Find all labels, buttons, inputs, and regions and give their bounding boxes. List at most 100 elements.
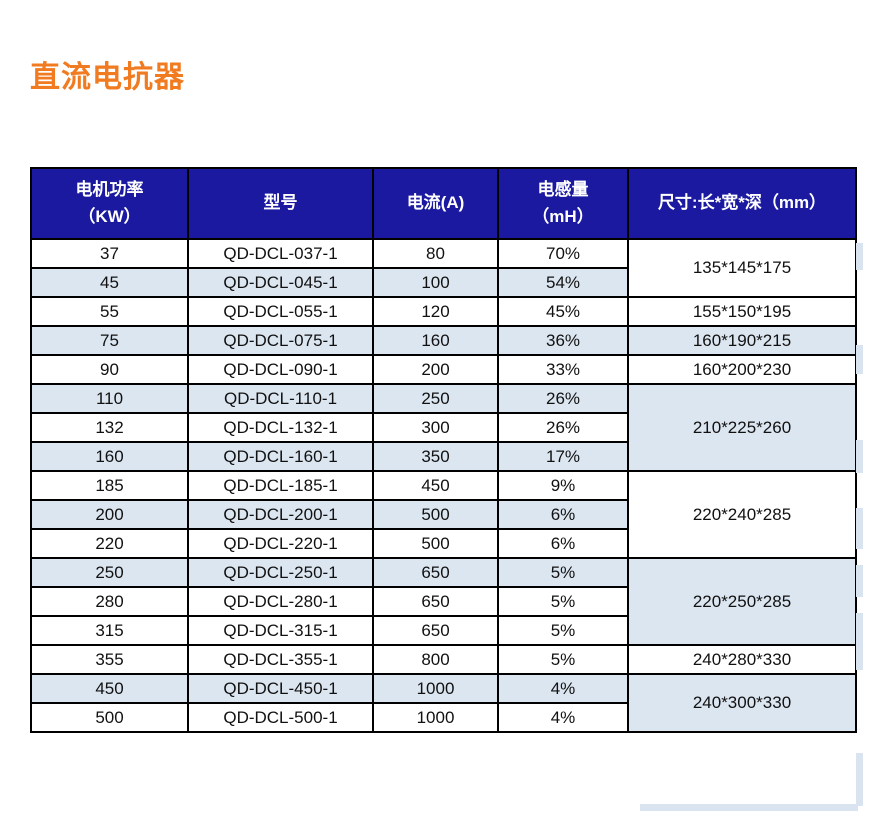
current-cell: 500 <box>372 528 499 559</box>
inductance-cell: 4% <box>497 702 629 733</box>
current-cell: 450 <box>372 470 499 501</box>
current-cell: 120 <box>372 296 499 327</box>
dimension-cell: 155*150*195 <box>627 296 857 327</box>
inductance-cell: 33% <box>497 354 629 385</box>
model-cell: QD-DCL-200-1 <box>187 499 374 530</box>
table-row: 315 QD-DCL-315-1 650 5% <box>30 615 856 646</box>
power-cell: 90 <box>30 354 189 385</box>
col-header-power-line1: 电机功率 <box>75 180 144 200</box>
model-cell: QD-DCL-220-1 <box>187 528 374 559</box>
model-cell: QD-DCL-055-1 <box>187 296 374 327</box>
dimension-cell: 220*250*285 <box>627 557 857 646</box>
power-cell: 315 <box>30 615 189 646</box>
current-cell: 1000 <box>372 702 499 733</box>
model-cell: QD-DCL-132-1 <box>187 412 374 443</box>
table-row: 200 QD-DCL-200-1 500 6% <box>30 499 856 530</box>
power-cell: 110 <box>30 383 189 414</box>
dimension-cell: 135*145*175 <box>627 238 857 298</box>
spec-table-wrap: 电机功率 （KW） 型号 电流(A) 电感量 （mH） 尺寸:长*宽*深（mm） <box>30 167 878 811</box>
model-cell: QD-DCL-185-1 <box>187 470 374 501</box>
current-cell: 100 <box>372 267 499 298</box>
current-cell: 650 <box>372 557 499 588</box>
col-header-model-line1: 型号 <box>263 193 298 213</box>
current-cell: 650 <box>372 615 499 646</box>
model-cell: QD-DCL-450-1 <box>187 673 374 704</box>
shadow-segment <box>640 804 858 811</box>
dimension-cell: 220*240*285 <box>627 470 857 559</box>
table-row: 90 QD-DCL-090-1 200 33% 160*200*230 <box>30 354 857 385</box>
current-cell: 300 <box>372 412 499 443</box>
shadow-segment <box>856 508 863 549</box>
table-row: 450 QD-DCL-450-1 1000 4% 240*300*330 <box>30 673 857 733</box>
power-cell: 45 <box>30 267 189 298</box>
power-cell: 450 <box>30 673 189 704</box>
shadow-segment <box>856 345 863 374</box>
model-cell: QD-DCL-160-1 <box>187 441 374 472</box>
inductance-cell: 26% <box>497 412 629 443</box>
table-row: 132 QD-DCL-132-1 300 26% <box>30 412 856 443</box>
dimension-cell: 160*190*215 <box>627 325 857 356</box>
col-header-current: 电流(A) <box>372 167 499 240</box>
current-cell: 800 <box>372 644 499 675</box>
table-row: 280 QD-DCL-280-1 650 5% <box>30 586 856 617</box>
model-cell: QD-DCL-045-1 <box>187 267 374 298</box>
shadow-segment <box>856 565 863 597</box>
dimension-cell: 160*200*230 <box>627 354 857 385</box>
table-row: 160 QD-DCL-160-1 350 17% <box>30 441 856 472</box>
col-header-inductance-line2: （mH） <box>532 206 594 226</box>
dimension-cell: 240*300*330 <box>627 673 857 733</box>
inductance-cell: 9% <box>497 470 629 501</box>
power-cell: 500 <box>30 702 189 733</box>
table-row: 55 QD-DCL-055-1 120 45% 155*150*195 <box>30 296 857 327</box>
page-title: 直流电抗器 <box>30 61 185 94</box>
power-cell: 37 <box>30 238 189 269</box>
table-row: 110 QD-DCL-110-1 250 26% 210*225*260 <box>30 383 857 472</box>
power-cell: 185 <box>30 470 189 501</box>
power-cell: 75 <box>30 325 189 356</box>
inductance-cell: 6% <box>497 499 629 530</box>
dimension-cell: 210*225*260 <box>627 383 857 472</box>
col-header-power: 电机功率 （KW） <box>30 167 189 240</box>
col-header-dimensions-line1: 尺寸:长*宽*深（mm） <box>657 193 827 213</box>
table-row: 75 QD-DCL-075-1 160 36% 160*190*215 <box>30 325 857 356</box>
model-cell: QD-DCL-355-1 <box>187 644 374 675</box>
model-cell: QD-DCL-250-1 <box>187 557 374 588</box>
inductance-cell: 45% <box>497 296 629 327</box>
spec-table: 电机功率 （KW） 型号 电流(A) 电感量 （mH） 尺寸:长*宽*深（mm） <box>30 167 857 733</box>
col-header-current-line1: 电流(A) <box>406 193 465 213</box>
model-cell: QD-DCL-315-1 <box>187 615 374 646</box>
power-cell: 200 <box>30 499 189 530</box>
inductance-cell: 5% <box>497 586 629 617</box>
col-header-inductance: 电感量 （mH） <box>497 167 629 240</box>
shadow-segment <box>856 243 863 270</box>
col-header-power-line2: （KW） <box>78 206 141 226</box>
table-row: 37 QD-DCL-037-1 80 70% 135*145*175 <box>30 238 857 298</box>
shadow-segment <box>856 613 863 670</box>
power-cell: 355 <box>30 644 189 675</box>
power-cell: 280 <box>30 586 189 617</box>
current-cell: 80 <box>372 238 499 269</box>
model-cell: QD-DCL-280-1 <box>187 586 374 617</box>
current-cell: 500 <box>372 499 499 530</box>
dimension-cell: 240*280*330 <box>627 644 857 675</box>
current-cell: 1000 <box>372 673 499 704</box>
inductance-cell: 5% <box>497 644 629 675</box>
inductance-cell: 17% <box>497 441 629 472</box>
model-cell: QD-DCL-037-1 <box>187 238 374 269</box>
current-cell: 200 <box>372 354 499 385</box>
table-row: 220 QD-DCL-220-1 500 6% <box>30 528 856 559</box>
power-cell: 250 <box>30 557 189 588</box>
spec-table-body: 37 QD-DCL-037-1 80 70% 135*145*175 45 QD-DCL-0… <box>30 238 857 733</box>
current-cell: 350 <box>372 441 499 472</box>
model-cell: QD-DCL-075-1 <box>187 325 374 356</box>
inductance-cell: 6% <box>497 528 629 559</box>
power-cell: 220 <box>30 528 189 559</box>
power-cell: 55 <box>30 296 189 327</box>
table-row: 355 QD-DCL-355-1 800 5% 240*280*330 <box>30 644 857 675</box>
current-cell: 250 <box>372 383 499 414</box>
current-cell: 160 <box>372 325 499 356</box>
inductance-cell: 70% <box>497 238 629 269</box>
inductance-cell: 5% <box>497 557 629 588</box>
inductance-cell: 4% <box>497 673 629 704</box>
